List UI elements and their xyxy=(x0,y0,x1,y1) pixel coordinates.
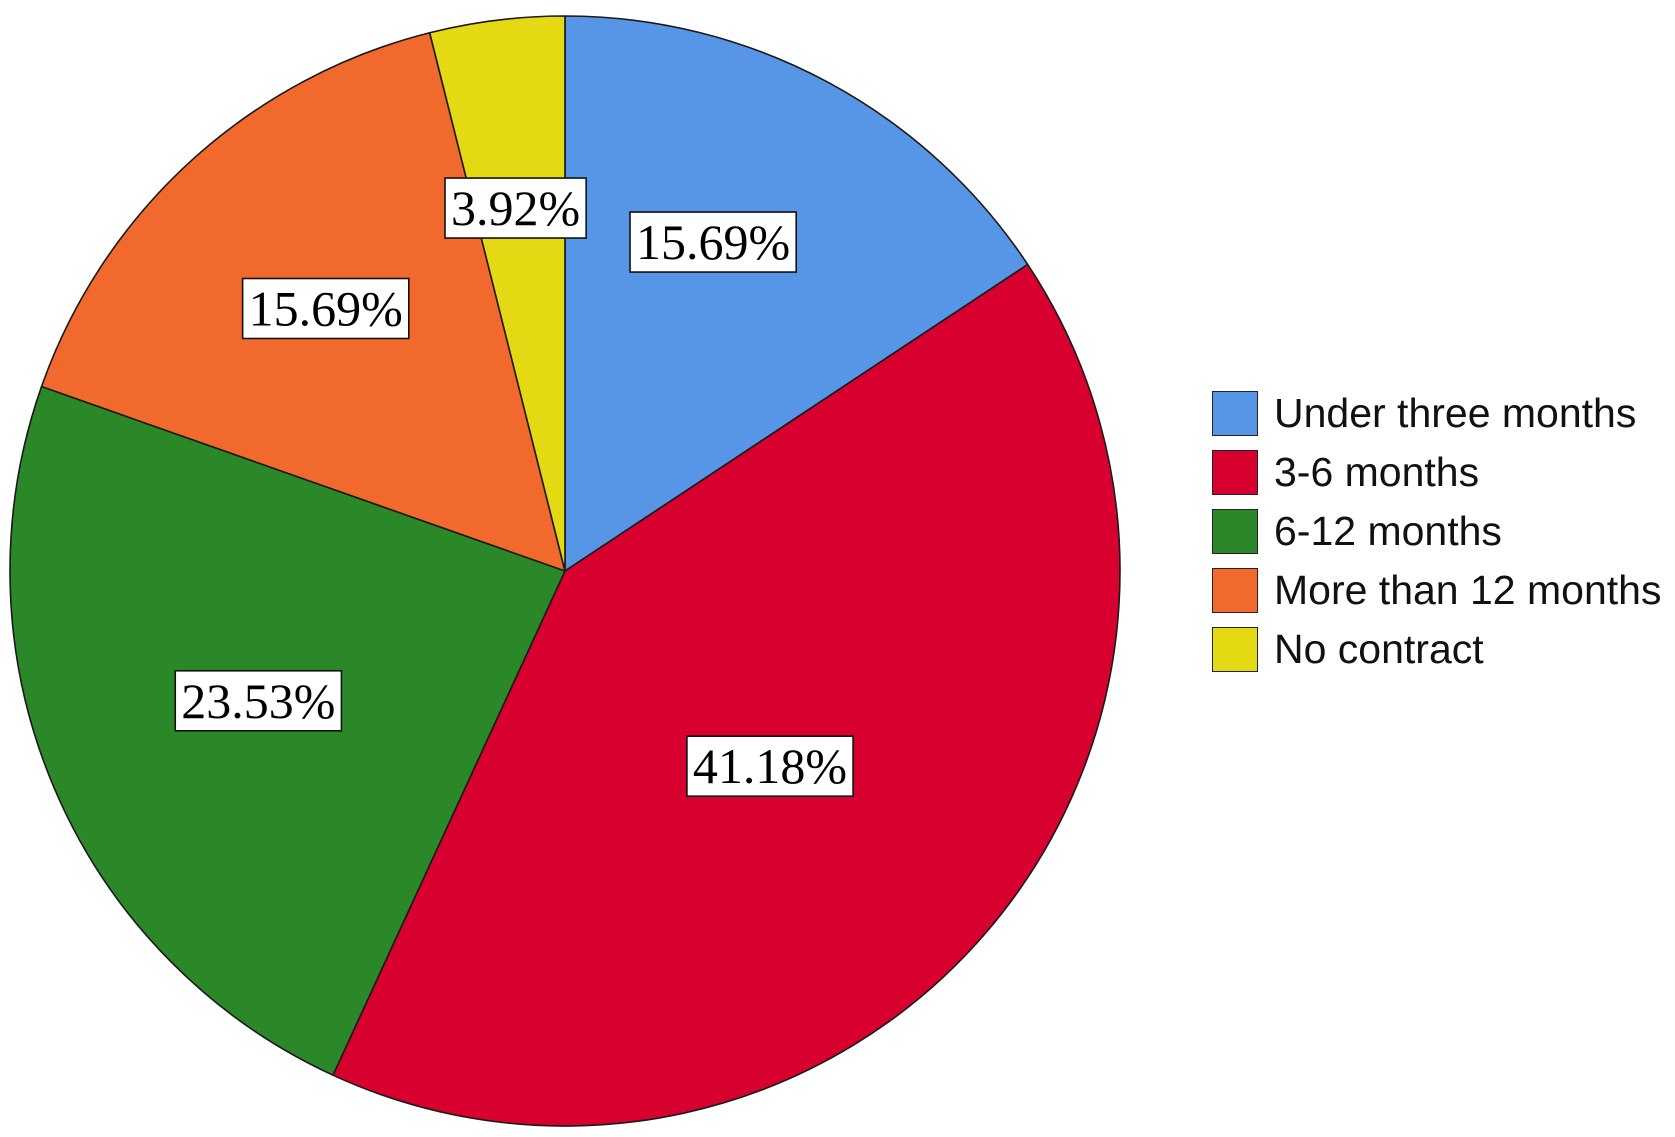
legend-swatch xyxy=(1212,509,1258,554)
legend-label: Under three months xyxy=(1274,390,1637,436)
pie-slice-under-three-months xyxy=(564,15,1029,572)
legend-label: 6-12 months xyxy=(1274,508,1502,554)
data-label-no-contract: 3.92% xyxy=(444,177,587,239)
legend-label: No contract xyxy=(1274,626,1484,672)
legend-swatch xyxy=(1212,568,1258,613)
pie-slice-no-contract xyxy=(428,15,566,572)
pie-slices xyxy=(9,15,1121,1127)
legend-item: 3-6 months xyxy=(1212,450,1661,495)
data-label-text: 41.18% xyxy=(693,738,847,794)
legend: Under three months 3-6 months 6-12 month… xyxy=(1212,391,1661,686)
data-label-more-than-12-months: 15.69% xyxy=(241,277,410,340)
data-label-3-6-months: 41.18% xyxy=(686,735,854,797)
data-label-box xyxy=(444,177,587,239)
legend-label: 3-6 months xyxy=(1274,449,1480,495)
legend-item: Under three months xyxy=(1212,391,1661,436)
data-label-text: 15.69% xyxy=(249,280,403,336)
pie-slice-3-6-months xyxy=(332,263,1121,1127)
legend-item: 6-12 months xyxy=(1212,509,1661,554)
data-label-box xyxy=(174,669,343,732)
legend-swatch xyxy=(1212,450,1258,495)
legend-item: More than 12 months xyxy=(1212,568,1661,613)
legend-label: More than 12 months xyxy=(1274,567,1662,613)
legend-item: No contract xyxy=(1212,627,1661,672)
data-label-text: 15.69% xyxy=(636,214,790,270)
data-label-text: 23.53% xyxy=(181,673,335,729)
data-label-box xyxy=(686,735,854,797)
data-label-box xyxy=(629,211,797,273)
data-label-under-three-months: 15.69% xyxy=(629,211,797,273)
data-label-text: 3.92% xyxy=(451,180,580,236)
data-label-6-12-months: 23.53% xyxy=(174,669,343,732)
data-label-box xyxy=(241,277,410,340)
legend-swatch xyxy=(1212,391,1258,436)
pie-data-labels: 15.69% 41.18% 23.53% 15.69% 3.92% xyxy=(174,177,854,797)
legend-swatch xyxy=(1212,627,1258,672)
